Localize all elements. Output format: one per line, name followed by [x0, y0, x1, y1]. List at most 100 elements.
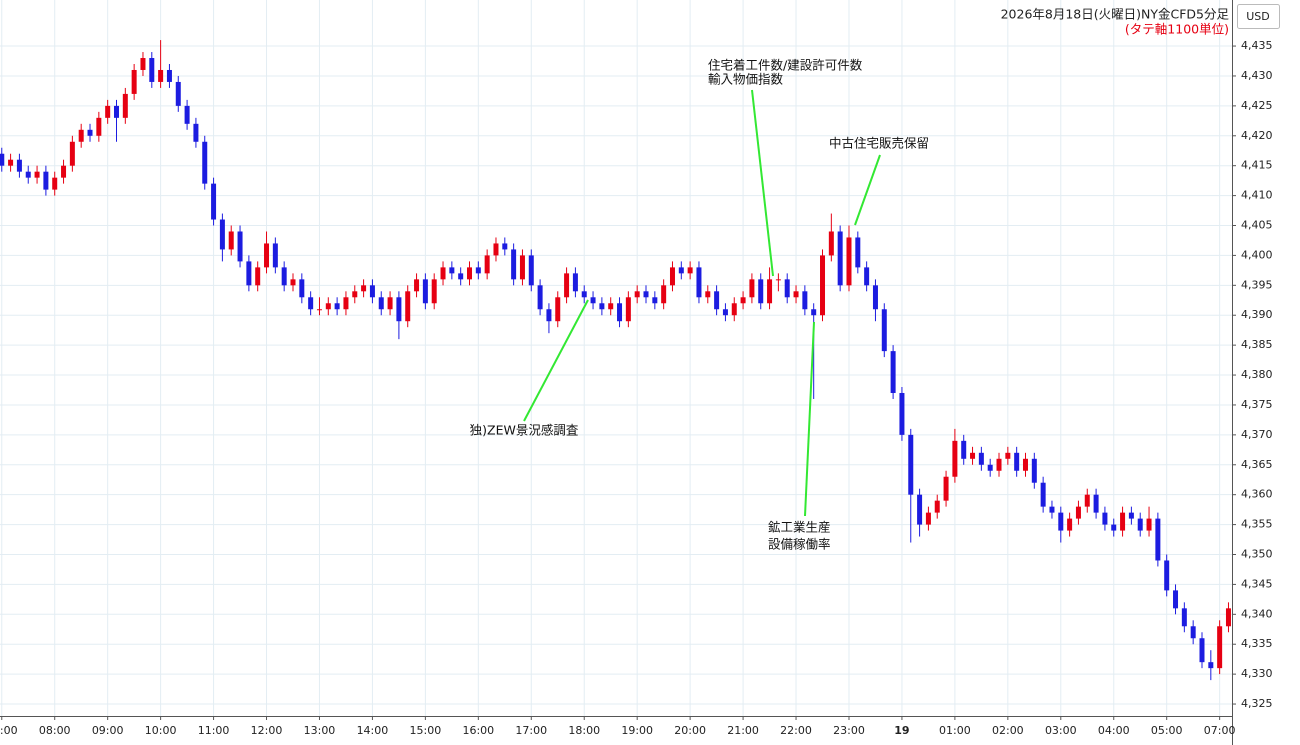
- x-tick-label: 07:00: [1204, 724, 1236, 737]
- candle-body: [113, 105, 119, 118]
- candle-body: [290, 279, 296, 286]
- axes: 4,325 4,330 4,335 4,340 4,345 4,350 4,355 4,360…: [0, 39, 1273, 737]
- candle-body: [625, 297, 631, 322]
- x-tick-label: 20:00: [674, 724, 706, 737]
- candle-body: [1049, 506, 1055, 513]
- x-tick-label: 12:00: [251, 724, 283, 737]
- candle-body: [422, 279, 428, 304]
- x-tick-label: 22:00: [780, 724, 812, 737]
- currency-label[interactable]: USD: [1246, 10, 1270, 23]
- y-tick-label: 4,410: [1241, 189, 1273, 202]
- annotation-line: [523, 299, 589, 422]
- candle-body: [899, 392, 905, 435]
- candle-body: [166, 69, 172, 82]
- annotation-line: [751, 89, 774, 277]
- annotation: 輸入物価指数: [708, 72, 784, 87]
- candle-body: [634, 291, 640, 298]
- candle-body: [211, 183, 217, 220]
- candle-body: [952, 440, 958, 477]
- y-tick-label: 4,405: [1241, 219, 1273, 232]
- candle-body: [652, 297, 658, 304]
- candle-body: [1093, 494, 1099, 513]
- candle-body: [1040, 482, 1046, 507]
- candle-body: [228, 231, 234, 250]
- candle-body: [555, 297, 561, 322]
- x-tick-label: 09:00: [92, 724, 124, 737]
- candle-body: [846, 237, 852, 286]
- x-tick-label: 02:00: [992, 724, 1024, 737]
- x-tick-label: 17:00: [515, 724, 547, 737]
- currency-box[interactable]: [1237, 4, 1280, 29]
- candle-body: [943, 476, 949, 501]
- annotation: 住宅着工件数/建設許可件数: [708, 58, 863, 73]
- candle-body: [872, 285, 878, 310]
- candle-body: [387, 297, 393, 310]
- x-tick-label: 23:00: [833, 724, 865, 737]
- candle-body: [96, 117, 102, 136]
- candle-body: [325, 303, 331, 310]
- candle-body: [475, 267, 481, 274]
- candle-body: [590, 297, 596, 304]
- candle-body: [1190, 626, 1196, 639]
- candle-body: [237, 231, 243, 262]
- candle-body: [502, 243, 508, 250]
- candle-body: [546, 309, 552, 322]
- candle-body: [8, 159, 14, 166]
- candle-body: [881, 309, 887, 352]
- candle-body: [1128, 512, 1134, 519]
- x-tick-label: 04:00: [1098, 724, 1130, 737]
- candle-body: [1031, 458, 1037, 483]
- y-tick-label: 4,420: [1241, 129, 1273, 142]
- candle-body: [440, 267, 446, 280]
- candle-body: [1084, 494, 1090, 507]
- candle-body: [722, 309, 728, 316]
- candle-body: [467, 267, 473, 280]
- candle-body: [1075, 506, 1081, 519]
- candle-body: [528, 255, 534, 286]
- candle-body: [414, 279, 420, 292]
- candle-body: [69, 141, 75, 166]
- candle-body: [740, 297, 746, 304]
- candle-body: [1102, 512, 1108, 525]
- candle-body: [140, 58, 146, 70]
- candle-body: [811, 309, 817, 316]
- y-tick-label: 4,385: [1241, 338, 1273, 351]
- annotation: 中古住宅販売保留: [829, 136, 929, 151]
- candle-body: [1067, 518, 1073, 531]
- candle-body: [16, 159, 22, 172]
- candle-body: [316, 309, 322, 311]
- y-tick-label: 4,355: [1241, 518, 1273, 531]
- candle-body: [537, 285, 543, 310]
- candle-body: [925, 512, 931, 525]
- y-tick-label: 4,425: [1241, 99, 1273, 112]
- candle-body: [519, 255, 525, 280]
- candle-body: [1120, 512, 1126, 531]
- x-tick-label: 05:00: [1151, 724, 1183, 737]
- y-tick-label: 4,340: [1241, 607, 1273, 620]
- candle-body: [1208, 662, 1214, 669]
- candle-body: [484, 255, 490, 274]
- candle-body: [34, 171, 40, 178]
- candle-body: [705, 291, 711, 298]
- candle-body: [661, 285, 667, 304]
- candle-body: [264, 243, 270, 268]
- candle-body: [52, 177, 58, 190]
- candle-body: [1217, 626, 1223, 669]
- candle-body: [1058, 512, 1064, 531]
- candle-body: [1173, 590, 1179, 609]
- candle-body: [449, 267, 455, 274]
- candle-body: [431, 279, 437, 304]
- candle-body: [714, 291, 720, 310]
- candle-body: [78, 129, 84, 142]
- candle-body: [599, 303, 605, 310]
- candle-body: [122, 93, 128, 118]
- y-tick-label: 4,325: [1241, 697, 1273, 710]
- candle-body: [1005, 452, 1011, 459]
- x-tick-label: 19: [894, 724, 909, 737]
- candle-body: [378, 297, 384, 310]
- candle-body: [149, 58, 155, 82]
- candle-body: [758, 279, 764, 304]
- candle-body: [608, 303, 614, 310]
- candle-body: [25, 171, 31, 178]
